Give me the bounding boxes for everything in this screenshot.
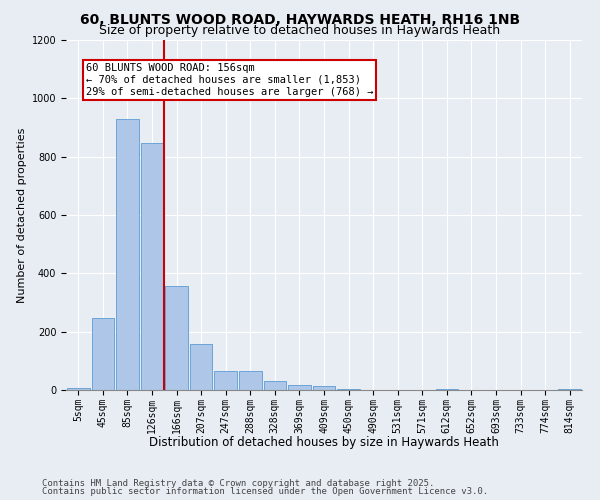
Bar (92, 318, 114, 390)
Bar (559, 388, 581, 390)
Bar (337, 388, 360, 390)
Text: 60, BLUNTS WOOD ROAD, HAYWARDS HEATH, RH16 1NB: 60, BLUNTS WOOD ROAD, HAYWARDS HEATH, RH… (80, 12, 520, 26)
Y-axis label: Number of detached properties: Number of detached properties (17, 128, 28, 302)
Bar (239, 371, 262, 390)
Bar (263, 381, 286, 390)
Bar (116, 120, 139, 390)
X-axis label: Distribution of detached houses by size in Haywards Heath: Distribution of detached houses by size … (149, 436, 499, 448)
Bar (190, 344, 212, 390)
Bar (436, 388, 458, 390)
Text: Contains HM Land Registry data © Crown copyright and database right 2025.: Contains HM Land Registry data © Crown c… (42, 478, 434, 488)
Bar (288, 385, 311, 390)
Bar (67, 388, 89, 390)
Bar (214, 371, 237, 390)
Bar (165, 286, 188, 390)
Bar (140, 142, 163, 390)
Bar (313, 386, 335, 390)
Text: 60 BLUNTS WOOD ROAD: 156sqm
← 70% of detached houses are smaller (1,853)
29% of : 60 BLUNTS WOOD ROAD: 156sqm ← 70% of det… (86, 64, 373, 96)
Text: Size of property relative to detached houses in Haywards Heath: Size of property relative to detached ho… (100, 24, 500, 37)
Text: Contains public sector information licensed under the Open Government Licence v3: Contains public sector information licen… (42, 487, 488, 496)
